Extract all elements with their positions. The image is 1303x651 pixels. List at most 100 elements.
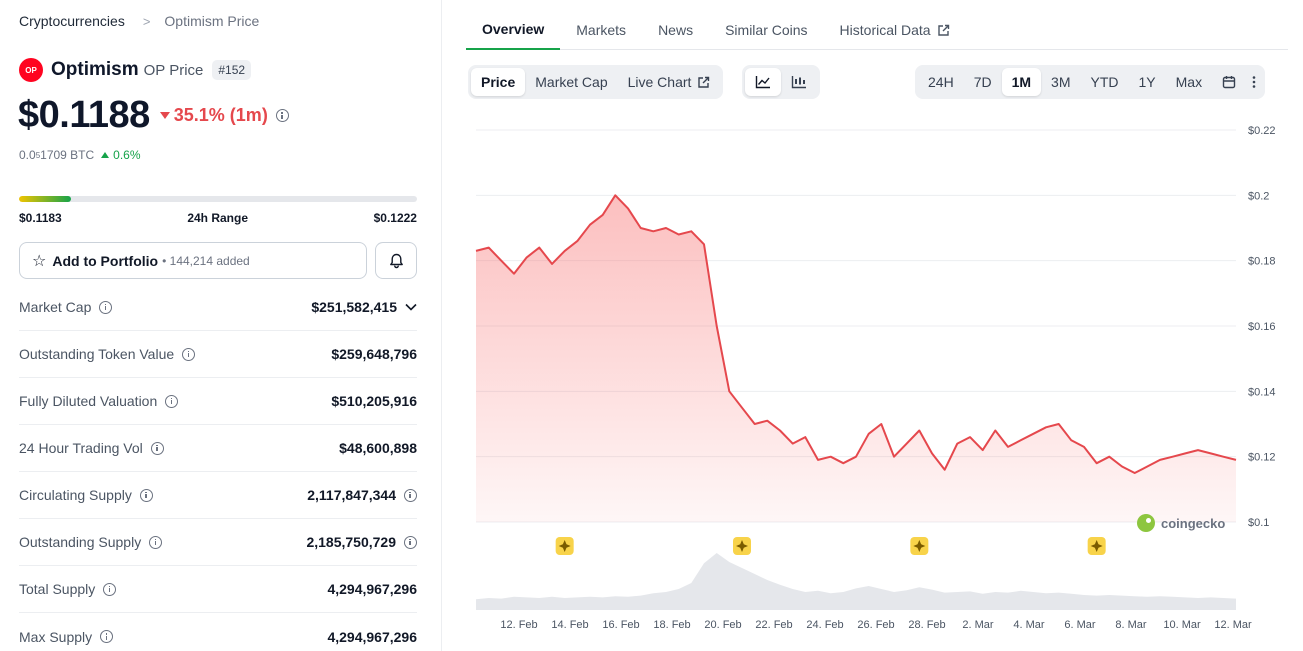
- event-marker[interactable]: [910, 537, 929, 555]
- stat-value: 2,117,847,344: [307, 487, 396, 503]
- seg-label: Market Cap: [535, 74, 608, 90]
- range-high: $0.1222: [373, 211, 417, 225]
- external-link-icon: [697, 76, 710, 89]
- tab-label: Historical Data: [839, 22, 931, 38]
- tab-similar-coins[interactable]: Similar Coins: [709, 10, 823, 50]
- price-line: [475, 194, 1237, 474]
- stat-row-market-cap: Market Cap $251,582,415: [19, 284, 417, 331]
- portfolio-added-count: • 144,214 added: [162, 253, 250, 268]
- range-max-button[interactable]: Max: [1166, 68, 1212, 96]
- range-3m-button[interactable]: 3M: [1041, 68, 1080, 96]
- coin-symbol-label: OP Price: [143, 61, 204, 79]
- stat-row-outstanding-token-value: Outstanding Token Value $259,648,796: [19, 331, 417, 378]
- more-options-button[interactable]: [1246, 68, 1262, 96]
- bell-icon: [389, 253, 403, 268]
- stat-label: Outstanding Supply: [19, 534, 142, 550]
- caret-down-icon: [159, 112, 170, 119]
- info-icon[interactable]: [139, 488, 153, 502]
- chart-type-market-cap[interactable]: Market Cap: [525, 68, 617, 96]
- caret-up-icon: [101, 152, 110, 158]
- stat-label: Circulating Supply: [19, 487, 132, 503]
- volume-area: [476, 553, 1236, 610]
- event-marker[interactable]: [1087, 537, 1106, 555]
- event-marker[interactable]: [733, 537, 751, 555]
- range-label: 7D: [973, 74, 992, 90]
- info-icon[interactable]: [99, 300, 113, 314]
- optimism-logo-icon: OP: [19, 58, 43, 82]
- 24h-range-fill: [19, 196, 71, 202]
- line-chart-button[interactable]: [745, 68, 781, 96]
- info-icon[interactable]: [100, 630, 114, 643]
- event-marker[interactable]: [555, 537, 574, 555]
- coin-header: OP Optimism OP Price #152: [19, 58, 252, 82]
- tab-historical-data[interactable]: Historical Data: [824, 10, 966, 50]
- external-link-icon: [937, 24, 950, 37]
- tab-news[interactable]: News: [642, 10, 709, 50]
- price-alert-button[interactable]: [375, 242, 417, 279]
- stat-label: Max Supply: [19, 628, 93, 645]
- btc-zero-count: 5: [35, 150, 41, 160]
- y-tick-label: $0.1: [1248, 517, 1269, 529]
- star-icon: ☆: [32, 252, 47, 270]
- logo-text: OP: [25, 65, 37, 75]
- x-tick-label: 12. Mar: [1214, 619, 1252, 631]
- range-1m-button[interactable]: 1M: [1001, 68, 1042, 96]
- x-tick-label: 8. Mar: [1115, 619, 1147, 631]
- calendar-icon: [1222, 76, 1236, 89]
- chart-type-live-chart[interactable]: Live Chart: [618, 68, 721, 96]
- x-tick-label: 14. Feb: [551, 619, 588, 631]
- y-tick-label: $0.22: [1248, 125, 1276, 137]
- chart-style-switcher: [742, 65, 820, 99]
- range-7d-button[interactable]: 7D: [964, 68, 1002, 96]
- info-icon[interactable]: [150, 441, 164, 455]
- info-icon[interactable]: [103, 582, 117, 596]
- tab-label: Overview: [482, 21, 545, 37]
- calendar-button[interactable]: [1212, 68, 1246, 96]
- range-label: 24H: [928, 74, 954, 90]
- tab-overview[interactable]: Overview: [466, 10, 561, 50]
- stat-row-circulating-supply: Circulating Supply 2,117,847,344: [19, 472, 417, 519]
- coin-name: Optimism: [51, 59, 139, 80]
- breadcrumb-cryptocurrencies-link[interactable]: Cryptocurrencies: [19, 13, 125, 29]
- x-tick-label: 22. Feb: [755, 619, 792, 631]
- chart-type-price[interactable]: Price: [471, 68, 526, 96]
- range-24h-button[interactable]: 24H: [918, 68, 964, 96]
- y-tick-label: $0.14: [1248, 386, 1276, 398]
- add-to-portfolio-button[interactable]: ☆ Add to Portfolio • 144,214 added: [19, 242, 367, 279]
- tab-markets[interactable]: Markets: [560, 10, 642, 50]
- x-tick-label: 18. Feb: [653, 619, 690, 631]
- y-tick-label: $0.16: [1248, 321, 1276, 333]
- x-tick-label: 2. Mar: [962, 619, 994, 631]
- range-1y-button[interactable]: 1Y: [1129, 68, 1166, 96]
- x-tick-label: 4. Mar: [1013, 619, 1045, 631]
- price-change-value: 35.1% (1m): [173, 105, 268, 125]
- 24h-range-labels: $0.1183 24h Range $0.1222: [19, 211, 417, 225]
- info-icon[interactable]: [149, 535, 163, 549]
- info-icon[interactable]: [404, 535, 417, 549]
- x-tick-label: 12. Feb: [500, 619, 537, 631]
- btc-price-row: 0.0 5 1709 BTC 0.6%: [19, 148, 141, 162]
- coingecko-watermark: coingecko: [1137, 514, 1225, 532]
- info-icon[interactable]: [275, 109, 289, 122]
- price-chart[interactable]: $0.22 $0.2 $0.18 $0.16 $0.14 $0.12 $0.1 12. Fe…: [466, 110, 1296, 651]
- x-tick-label: 28. Feb: [908, 619, 945, 631]
- price-row: $0.1188 35.1% (1m): [18, 94, 289, 137]
- info-icon[interactable]: [182, 347, 196, 361]
- y-tick-label: $0.2: [1248, 190, 1269, 202]
- breadcrumb-current: Optimism Price: [164, 13, 260, 29]
- x-tick-label: 16. Feb: [602, 619, 639, 631]
- stat-value: 4,294,967,296: [327, 628, 417, 645]
- x-tick-label: 20. Feb: [704, 619, 741, 631]
- stat-value: 2,185,750,729: [306, 534, 396, 550]
- candlestick-chart-button[interactable]: [781, 68, 817, 96]
- coin-summary-panel: Cryptocurrencies > Optimism Price OP Opt…: [0, 0, 440, 651]
- chevron-down-icon[interactable]: [405, 303, 417, 311]
- x-tick-label: 24. Feb: [806, 619, 843, 631]
- range-ytd-button[interactable]: YTD: [1081, 68, 1129, 96]
- gecko-logo-icon: [1137, 514, 1155, 532]
- stat-value: $259,648,796: [331, 346, 417, 362]
- info-icon[interactable]: [165, 394, 179, 408]
- info-icon[interactable]: [404, 488, 417, 502]
- current-price: $0.1188: [18, 94, 150, 136]
- stat-row-fully-diluted-valuation: Fully Diluted Valuation $510,205,916: [19, 378, 417, 425]
